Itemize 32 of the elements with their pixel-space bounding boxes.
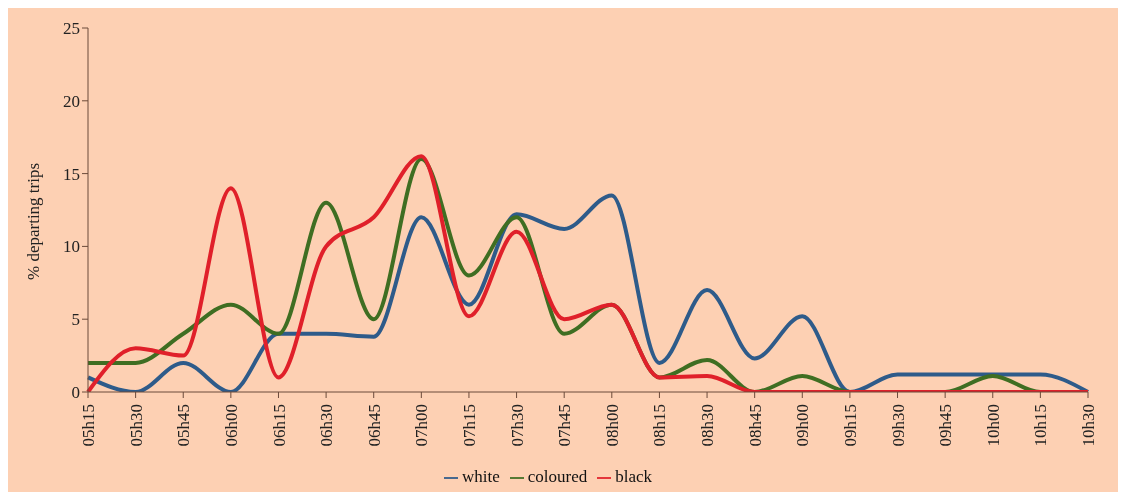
legend-label: black xyxy=(615,467,653,486)
x-tick-label: 09h00 xyxy=(793,404,813,447)
y-axis-title: % departing trips xyxy=(24,162,44,280)
x-tick-label: 06h00 xyxy=(221,404,241,447)
y-tick-label: 0 xyxy=(71,383,80,403)
x-tick-label: 06h45 xyxy=(364,404,384,447)
x-tick-label: 08h15 xyxy=(650,404,670,447)
y-tick-label: 20 xyxy=(63,91,80,111)
x-tick-label: 10h30 xyxy=(1079,404,1099,447)
x-tick-label: 09h30 xyxy=(888,404,908,447)
legend-label: coloured xyxy=(527,467,588,486)
x-tick-label: 05h45 xyxy=(174,404,194,447)
y-tick-label: 10 xyxy=(63,237,80,257)
x-tick-label: 06h15 xyxy=(269,404,289,447)
x-tick-label: 07h30 xyxy=(507,404,527,447)
x-tick-label: 06h30 xyxy=(317,404,337,447)
x-tick-label: 08h30 xyxy=(698,404,718,447)
x-tick-label: 07h45 xyxy=(555,404,575,447)
x-tick-label: 07h15 xyxy=(460,404,480,447)
x-tick-label: 05h30 xyxy=(126,404,146,447)
y-tick-label: 25 xyxy=(63,19,80,39)
x-tick-label: 08h45 xyxy=(745,404,765,447)
x-tick-label: 09h45 xyxy=(936,404,956,447)
x-tick-label: 10h00 xyxy=(983,404,1003,447)
x-tick-label: 09h15 xyxy=(840,404,860,447)
x-tick-label: 08h00 xyxy=(602,404,622,447)
y-tick-label: 5 xyxy=(71,310,80,330)
x-tick-label: 05h15 xyxy=(79,404,99,447)
x-tick-label: 07h00 xyxy=(412,404,432,447)
y-tick-label: 15 xyxy=(63,164,80,184)
legend-label: white xyxy=(461,467,500,486)
x-tick-label: 10h15 xyxy=(1031,404,1051,447)
